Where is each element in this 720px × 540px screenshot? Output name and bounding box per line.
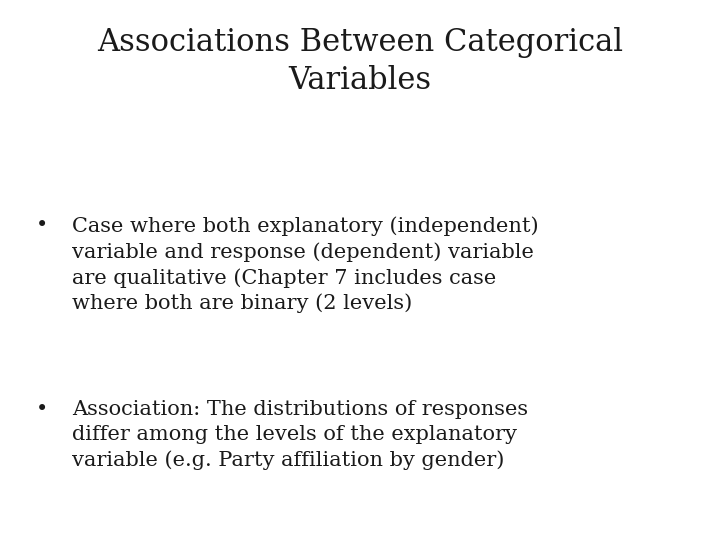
Text: •: • [36, 400, 48, 419]
Text: Associations Between Categorical
Variables: Associations Between Categorical Variabl… [97, 27, 623, 96]
Text: Case where both explanatory (independent)
variable and response (dependent) vari: Case where both explanatory (independent… [72, 216, 539, 314]
Text: •: • [36, 216, 48, 235]
Text: Association: The distributions of responses
differ among the levels of the expla: Association: The distributions of respon… [72, 400, 528, 470]
